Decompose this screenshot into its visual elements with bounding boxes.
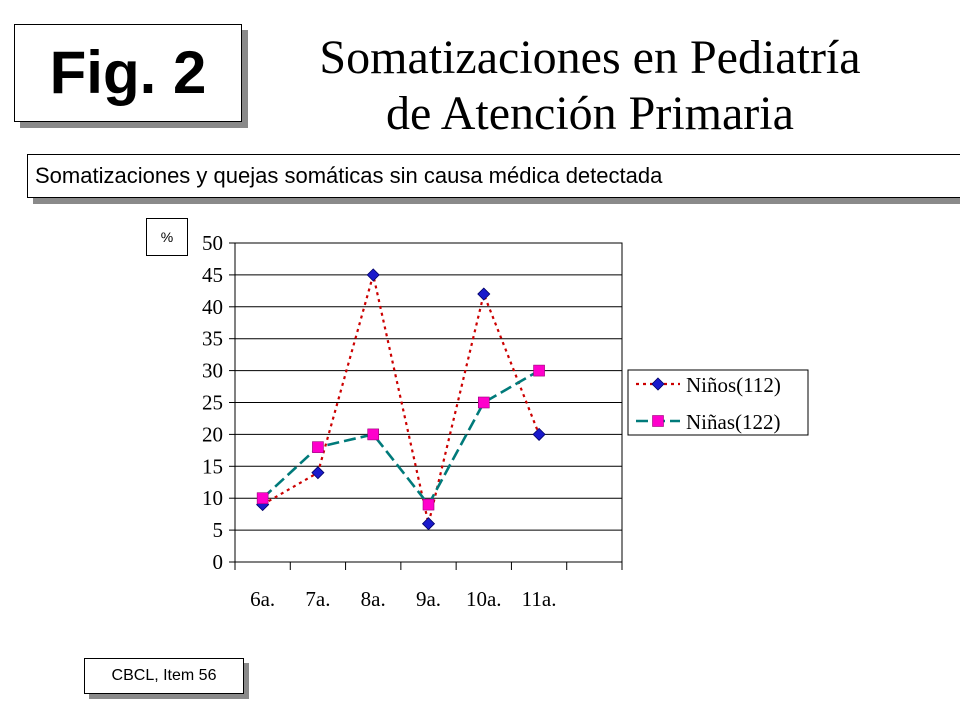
y-tick-label: 0 [213, 550, 224, 574]
subtitle-box: Somatizaciones y quejas somáticas sin ca… [27, 154, 960, 198]
data-point [532, 427, 546, 441]
data-point [533, 364, 545, 377]
source-label: CBCL, Item 56 [111, 667, 217, 684]
data-point [477, 287, 491, 301]
y-tick-label: 40 [202, 295, 223, 319]
page-title: Somatizaciones en Pediatría de Atención … [240, 30, 940, 142]
x-tick-label: 9a. [416, 587, 441, 611]
y-tick-label: 25 [202, 391, 223, 415]
data-point [256, 492, 269, 505]
legend-marker [652, 415, 664, 427]
x-tick-label: 10a. [466, 587, 502, 611]
legend-label: Niños(112) [686, 373, 781, 397]
title-line-1: Somatizaciones en Pediatría [319, 31, 861, 84]
x-tick-label: 6a. [250, 587, 275, 611]
y-tick-label: 50 [202, 231, 223, 255]
y-tick-label: 20 [202, 422, 223, 446]
x-axis-ticks: 6a. 7a. 8a. 9a. 10a. 11a. [234, 562, 623, 611]
x-tick-label: 7a. [305, 587, 330, 611]
y-tick-label: 45 [202, 263, 223, 287]
y-tick-label: 5 [213, 518, 224, 542]
legend-label: Niñas(122) [686, 410, 780, 434]
series-lines [261, 274, 541, 524]
y-tick-label: 10 [202, 486, 223, 510]
data-point [477, 396, 490, 409]
grid-lines [235, 242, 622, 531]
y-axis-ticks: 0 5 10 15 20 25 30 35 40 45 50 [202, 231, 235, 574]
title-line-2: de Atención Primaria [386, 87, 794, 140]
subtitle: Somatizaciones y quejas somáticas sin ca… [35, 163, 663, 188]
data-point [312, 441, 324, 453]
data-point [422, 498, 435, 511]
x-tick-label: 11a. [522, 587, 557, 611]
figure-number-box: Fig. 2 [14, 24, 242, 122]
legend: Niños(112) Niñas(122) [627, 369, 809, 436]
series-markers [256, 268, 546, 531]
data-point [421, 517, 436, 531]
y-tick-label: 30 [202, 359, 223, 383]
data-point [367, 428, 380, 441]
y-tick-label: 35 [202, 327, 223, 351]
series-line-0 [262, 274, 541, 524]
legend-marker [651, 377, 665, 391]
data-point [311, 466, 325, 480]
y-tick-label: 15 [202, 454, 223, 478]
unit-label: % [160, 229, 174, 245]
figure-number: Fig. 2 [49, 39, 207, 106]
source-box: CBCL, Item 56 [84, 658, 244, 694]
unit-label-box: % [146, 218, 188, 256]
x-tick-label: 8a. [361, 587, 386, 611]
series-line-1 [261, 369, 540, 507]
data-point [366, 268, 380, 282]
